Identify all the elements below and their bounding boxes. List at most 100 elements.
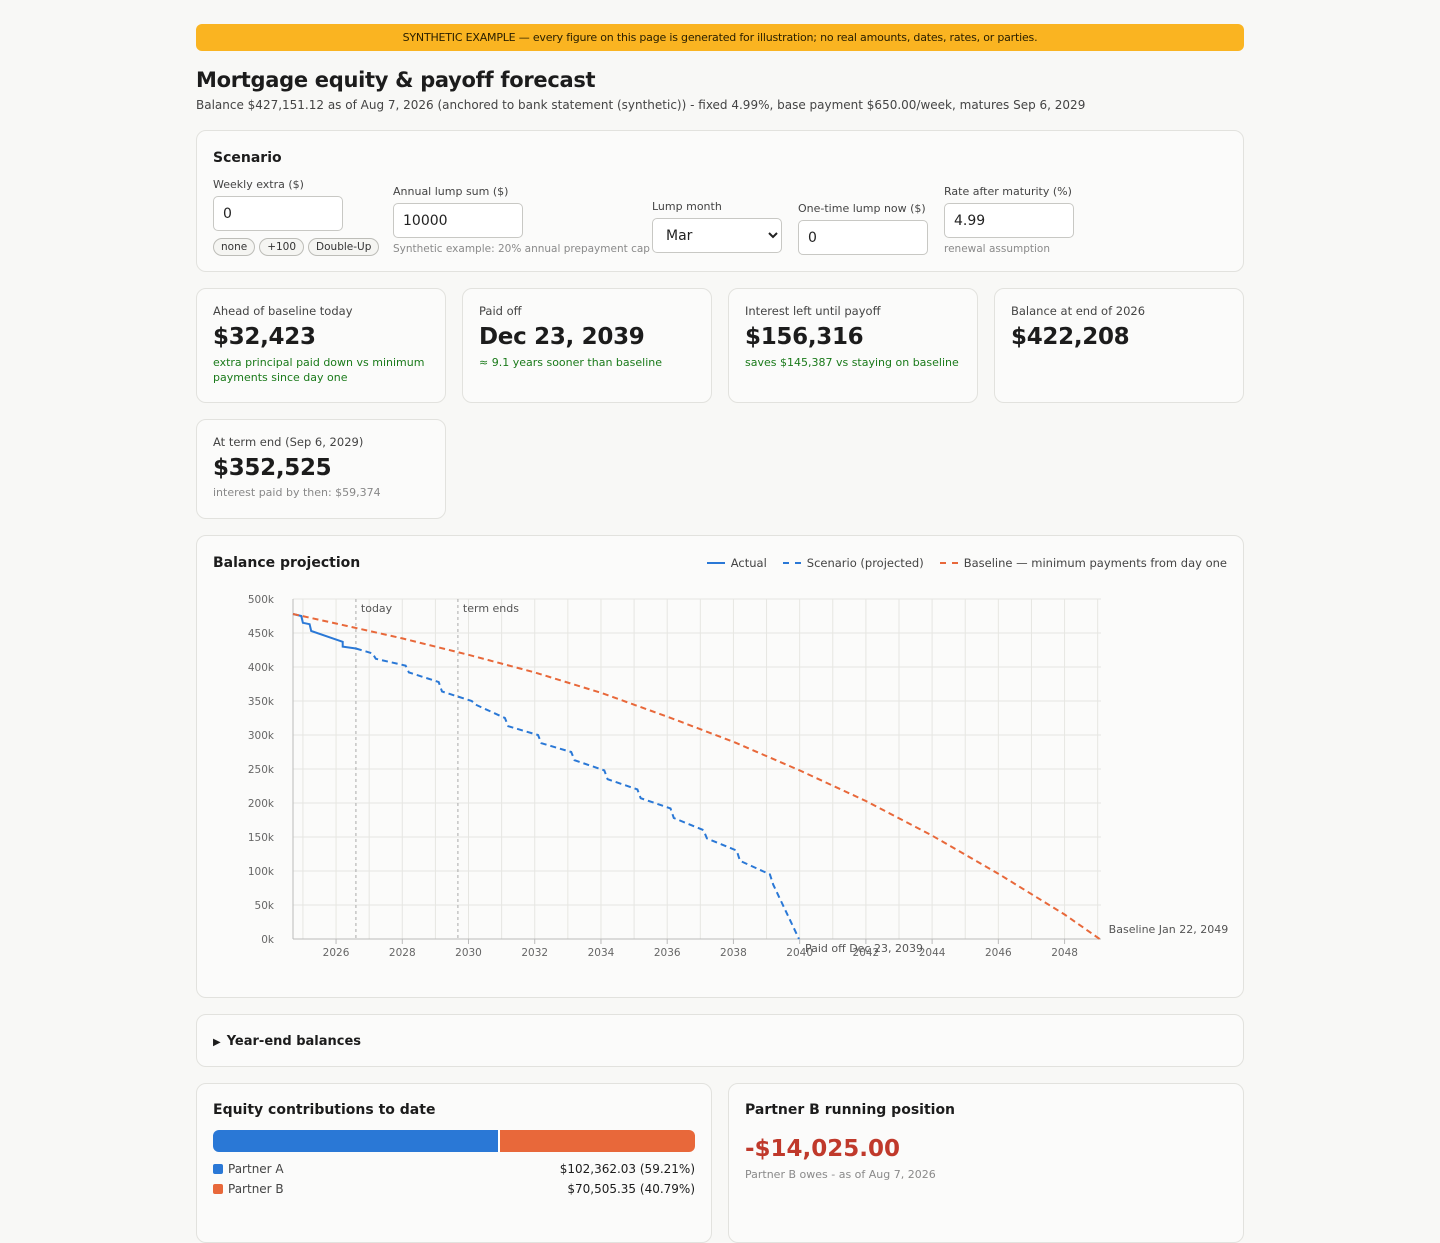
annual-lump-input[interactable] <box>393 203 523 238</box>
x-tick-label: 2042 <box>853 947 880 959</box>
y-tick-label: 450k <box>248 628 275 640</box>
partner-a-swatch <box>213 1164 223 1174</box>
kpi-term-end-value: $352,525 <box>213 455 332 481</box>
position-card: Partner B running position -$14,025.00 P… <box>728 1083 1244 1243</box>
equity-row-partner-a: Partner A $102,362.03 (59.21%) <box>213 1162 695 1176</box>
scenario-line <box>355 647 800 940</box>
year-end-toggle[interactable]: ▶ Year-end balances <box>213 1034 361 1049</box>
y-tick-label: 50k <box>255 900 275 912</box>
x-tick-label: 2034 <box>588 947 615 959</box>
kpi-interest-label: Interest left until payoff <box>745 304 881 318</box>
legend-scenario-label: Scenario (projected) <box>806 556 924 570</box>
x-tick-label: 2040 <box>786 947 813 959</box>
y-tick-label: 350k <box>248 696 275 708</box>
kpi-term-end-note: interest paid by then: $59,374 <box>213 486 381 499</box>
partner-b-swatch <box>213 1184 223 1194</box>
balance-chart: 0k 50k 100k 150k 200k 250k 300k 350k 400k 450k 500… <box>248 594 1229 959</box>
year-end-label: Year-end balances <box>226 1034 362 1049</box>
y-tick-label: 300k <box>248 730 275 742</box>
weekly-extra-presets: none +100 Double-Up <box>213 235 383 256</box>
rate-after-input[interactable] <box>944 203 1074 238</box>
annual-lump-label: Annual lump sum ($) <box>393 185 509 198</box>
position-note: Partner B owes - as of Aug 7, 2026 <box>745 1168 936 1181</box>
chart-title: Balance projection <box>213 555 361 571</box>
disclosure-triangle-icon: ▶ <box>213 1037 221 1048</box>
equity-title: Equity contributions to date <box>213 1102 436 1118</box>
kpi-ahead-value: $32,423 <box>213 324 316 350</box>
page-title: Mortgage equity & payoff forecast <box>196 68 596 92</box>
baseline-end-label: Baseline Jan 22, 2049 <box>1109 923 1229 936</box>
term-end-label: term ends <box>463 602 519 615</box>
y-tick-label: 150k <box>248 832 275 844</box>
scenario-card: Scenario Weekly extra ($) none+100Double… <box>196 130 1244 272</box>
x-tick-label: 2030 <box>455 947 482 959</box>
y-tick-label: 100k <box>248 866 275 878</box>
x-tick-label: 2032 <box>521 947 548 959</box>
annual-lump-hint: Synthetic example: 20% annual prepayment… <box>393 243 650 255</box>
lump-month-group: Lump month Mar <box>652 200 782 253</box>
scenario-title: Scenario <box>213 150 282 166</box>
preset-plus100-button[interactable]: +100 <box>259 238 305 256</box>
equity-row-partner-b: Partner B $70,505.35 (40.79%) <box>213 1182 695 1196</box>
legend-actual-label: Actual <box>730 556 767 570</box>
x-tick-label: 2038 <box>720 947 747 959</box>
preset-none-button[interactable]: none <box>213 238 256 256</box>
legend-actual-swatch <box>706 562 725 564</box>
partner-b-amount: $70,505.35 (40.79%) <box>567 1182 695 1196</box>
legend-scenario: Scenario (projected) <box>782 556 924 570</box>
y-tick-label: 400k <box>248 662 275 674</box>
y-tick-label: 200k <box>248 798 275 810</box>
lump-month-select[interactable]: Mar <box>652 218 782 253</box>
kpi-interest-value: $156,316 <box>745 324 864 350</box>
page: SYNTHETIC EXAMPLE — every figure on this… <box>196 24 1244 113</box>
partner-b-name: Partner B <box>228 1182 284 1196</box>
equity-bar-divider <box>498 1130 501 1152</box>
kpi-interest-card: Interest left until payoff $156,316 save… <box>728 288 978 403</box>
x-tick-label: 2028 <box>389 947 416 959</box>
rate-after-label: Rate after maturity (%) <box>944 185 1072 198</box>
rate-after-hint: renewal assumption <box>944 243 1050 255</box>
y-tick-label: 250k <box>248 764 275 776</box>
kpi-interest-note: saves $145,387 vs staying on baseline <box>745 356 959 369</box>
kpi-end-2026-value: $422,208 <box>1011 324 1130 350</box>
kpi-end-2026-card: Balance at end of 2026 $422,208 <box>994 288 1244 403</box>
x-tick-label: 2046 <box>985 947 1012 959</box>
payoff-label: Paid off Dec 23, 2039 <box>805 942 923 955</box>
kpi-paid-off-label: Paid off <box>479 304 522 318</box>
lump-month-label: Lump month <box>652 200 722 213</box>
kpi-paid-off-card: Paid off Dec 23, 2039 ≈ 9.1 years sooner… <box>462 288 712 403</box>
legend-baseline-swatch <box>939 562 958 564</box>
legend-baseline-label: Baseline — minimum payments from day one <box>963 556 1227 570</box>
one-time-lump-group: One-time lump now ($) <box>798 202 928 255</box>
x-tick-label: 2036 <box>654 947 681 959</box>
one-time-lump-input[interactable] <box>798 220 928 255</box>
kpi-ahead-note: extra principal paid down vs minimum pay… <box>213 356 425 384</box>
x-tick-label: 2026 <box>323 947 350 959</box>
chart-legend: Actual Scenario (projected) Baseline — m… <box>706 556 1227 570</box>
equity-card: Equity contributions to date Partner A $… <box>196 1083 712 1243</box>
y-tick-label: 500k <box>248 594 275 606</box>
kpi-term-end-label: At term end (Sep 6, 2029) <box>213 435 364 449</box>
kpi-end-2026-label: Balance at end of 2026 <box>1011 304 1146 318</box>
x-tick-label: 2044 <box>919 947 946 959</box>
actual-line <box>292 613 357 650</box>
legend-actual: Actual <box>706 556 767 570</box>
partner-a-amount: $102,362.03 (59.21%) <box>559 1162 695 1176</box>
legend-scenario-swatch <box>782 562 801 564</box>
year-end-card[interactable]: ▶ Year-end balances <box>196 1014 1244 1067</box>
equity-bar-partner-a <box>213 1130 499 1152</box>
preset-double-up-button[interactable]: Double-Up <box>308 238 380 256</box>
page-subtitle: Balance $427,151.12 as of Aug 7, 2026 (a… <box>196 98 1086 112</box>
y-tick-label: 0k <box>261 934 275 946</box>
rate-after-group: Rate after maturity (%) renewal assumpti… <box>944 185 1074 255</box>
equity-bar <box>213 1130 695 1152</box>
weekly-extra-label: Weekly extra ($) <box>213 178 304 191</box>
annual-lump-group: Annual lump sum ($) Synthetic example: 2… <box>393 185 650 255</box>
position-value: -$14,025.00 <box>745 1136 901 1162</box>
kpi-ahead-card: Ahead of baseline today $32,423 extra pr… <box>196 288 446 403</box>
weekly-extra-input[interactable] <box>213 196 343 231</box>
baseline-line <box>292 613 1101 940</box>
kpi-term-end-card: At term end (Sep 6, 2029) $352,525 inter… <box>196 419 446 519</box>
kpi-ahead-label: Ahead of baseline today <box>213 304 353 318</box>
